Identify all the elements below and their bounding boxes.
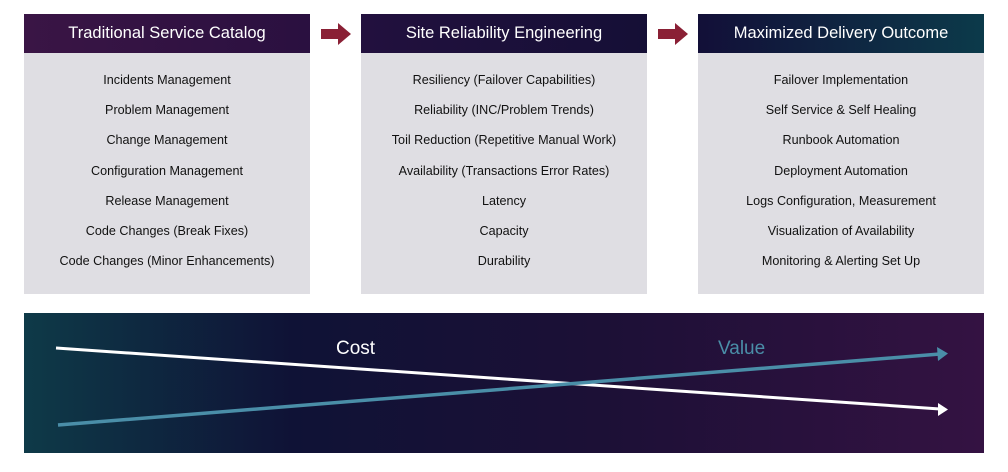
list-item: Release Management <box>105 193 229 208</box>
list-item: Code Changes (Break Fixes) <box>85 223 249 238</box>
cost-label: Cost <box>336 338 376 359</box>
list-item: Logs Configuration, Measurement <box>746 193 936 208</box>
list-item: Failover Implementation <box>773 73 909 87</box>
list-item: Visualization of Availability <box>767 223 915 238</box>
column-traditional-service-catalog: Traditional Service Catalog Incidents Ma… <box>24 14 310 294</box>
column-maximized-delivery-outcome: Maximized Delivery Outcome Failover Impl… <box>698 14 984 294</box>
value-line <box>57 352 941 427</box>
cost-arrowhead-icon <box>938 403 948 416</box>
list-item: Availability (Transactions Error Rates) <box>398 163 610 178</box>
list-item: Resiliency (Failover Capabilities) <box>412 73 596 87</box>
value-arrowhead-icon <box>937 347 948 361</box>
list-item: Self Service & Self Healing <box>765 103 917 118</box>
list-item: Monitoring & Alerting Set Up <box>761 254 921 269</box>
list-item: Code Changes (Minor Enhancements) <box>59 254 275 269</box>
column-header: Traditional Service Catalog <box>24 14 310 53</box>
arrow-right-icon <box>321 23 351 45</box>
list-item: Runbook Automation <box>782 133 900 148</box>
column-header: Maximized Delivery Outcome <box>698 14 984 53</box>
arrow-right-icon <box>658 23 688 45</box>
column-site-reliability-engineering: Site Reliability Engineering Resiliency … <box>361 14 647 294</box>
list-item: Incidents Management <box>103 73 231 87</box>
value-label: Value <box>718 338 766 359</box>
list-item: Change Management <box>106 133 228 148</box>
cost-value-trend-panel: Cost Value <box>24 313 984 453</box>
list-item: Configuration Management <box>91 163 243 178</box>
list-item: Durability <box>477 254 531 269</box>
list-item: Latency <box>481 193 527 208</box>
trend-lines <box>55 346 948 427</box>
cost-line <box>55 346 941 411</box>
list-item: Capacity <box>479 223 529 238</box>
list-item: Reliability (INC/Problem Trends) <box>414 103 594 118</box>
column-header: Site Reliability Engineering <box>361 14 647 53</box>
list-item: Problem Management <box>105 103 229 118</box>
list-item: Deployment Automation <box>774 163 908 178</box>
list-item: Toil Reduction (Repetitive Manual Work) <box>391 133 617 148</box>
